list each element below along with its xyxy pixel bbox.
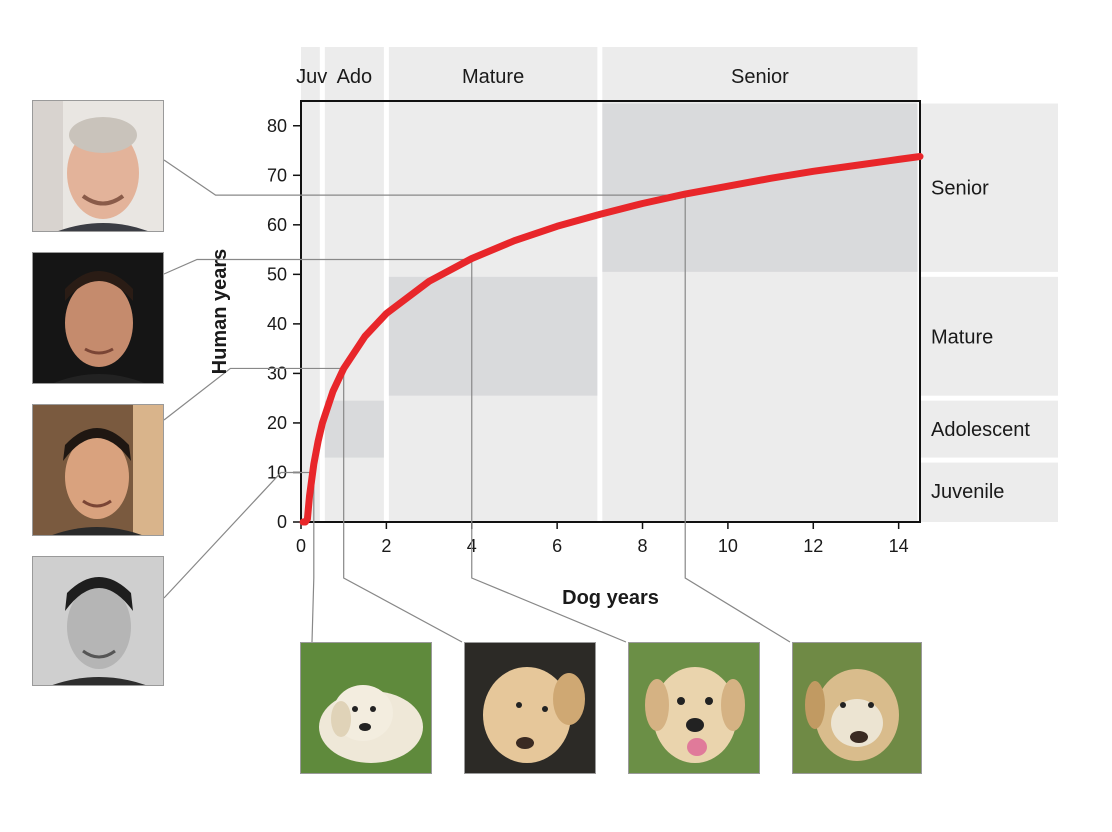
human-photo-icon bbox=[33, 557, 163, 685]
human-photo-juvenile bbox=[32, 556, 164, 686]
y-tick-label: 30 bbox=[267, 363, 287, 383]
stage-overlap-block bbox=[602, 103, 918, 272]
human-stage-band bbox=[920, 276, 1058, 396]
human-photo-mature bbox=[32, 252, 164, 384]
x-tick-label: 6 bbox=[552, 536, 562, 556]
dog-leader-line bbox=[343, 368, 463, 643]
dog-photo-icon bbox=[301, 643, 431, 773]
human-photo-icon bbox=[33, 405, 163, 535]
human-stage-label: Mature bbox=[931, 326, 993, 348]
dog-photo-adolescent bbox=[464, 642, 596, 774]
human-stage-band bbox=[920, 462, 1058, 522]
human-stage-label: Senior bbox=[931, 178, 989, 200]
dog-photo-senior bbox=[792, 642, 922, 774]
stage-overlap-block bbox=[388, 276, 598, 396]
x-tick-label: 2 bbox=[381, 536, 391, 556]
human-stage-label: Adolescent bbox=[931, 419, 1030, 441]
human-leader-line bbox=[163, 258, 472, 275]
y-tick-label: 70 bbox=[267, 165, 287, 185]
human-stage-label: Juvenile bbox=[931, 481, 1004, 503]
y-tick-label: 10 bbox=[267, 462, 287, 482]
dog-stage-band bbox=[301, 47, 320, 522]
stage-bands bbox=[301, 47, 1058, 522]
human-leader-line bbox=[163, 367, 344, 421]
y-tick-label: 20 bbox=[267, 413, 287, 433]
dog-photo-icon bbox=[465, 643, 595, 773]
y-tick-label: 0 bbox=[277, 512, 287, 532]
dog-stage-label: Juv bbox=[296, 66, 327, 88]
leader-lines bbox=[163, 159, 791, 643]
human-photo-senior bbox=[32, 100, 164, 232]
human-photo-icon bbox=[33, 101, 163, 231]
human-leader-line bbox=[163, 471, 314, 599]
dog-leader-line bbox=[311, 472, 315, 643]
x-tick-label: 14 bbox=[889, 536, 909, 556]
y-tick-label: 80 bbox=[267, 116, 287, 136]
human-photo-icon bbox=[33, 253, 163, 383]
plot-frame bbox=[300, 100, 921, 523]
stage-overlap-block bbox=[324, 400, 384, 458]
dog-photo-mature bbox=[628, 642, 760, 774]
human-leader-line bbox=[163, 159, 686, 196]
human-stage-band bbox=[920, 103, 1058, 272]
dog-stage-label: Senior bbox=[731, 66, 789, 88]
x-axis-title: Dog years bbox=[562, 587, 659, 609]
dog-leader-line bbox=[684, 195, 791, 643]
x-tick-label: 10 bbox=[718, 536, 738, 556]
x-tick-label: 0 bbox=[296, 536, 306, 556]
dog-stage-label: Mature bbox=[462, 66, 524, 88]
y-tick-label: 60 bbox=[267, 215, 287, 235]
age-curve-series bbox=[299, 153, 924, 526]
human-stage-band bbox=[920, 400, 1058, 458]
dog-photo-juvenile bbox=[300, 642, 432, 774]
dog-stage-label: Ado bbox=[337, 66, 373, 88]
y-axis-title: Human years bbox=[209, 249, 231, 375]
dog-photo-icon bbox=[793, 643, 921, 773]
dog-photo-icon bbox=[629, 643, 759, 773]
dog-leader-line bbox=[471, 259, 627, 643]
y-tick-label: 40 bbox=[267, 314, 287, 334]
x-tick-label: 12 bbox=[803, 536, 823, 556]
x-tick-label: 8 bbox=[638, 536, 648, 556]
human-photo-adolescent bbox=[32, 404, 164, 536]
y-tick-label: 50 bbox=[267, 264, 287, 284]
stage-labels: Juv Ado Mature Senior Juvenile Adolescent Matu… bbox=[296, 66, 1030, 503]
